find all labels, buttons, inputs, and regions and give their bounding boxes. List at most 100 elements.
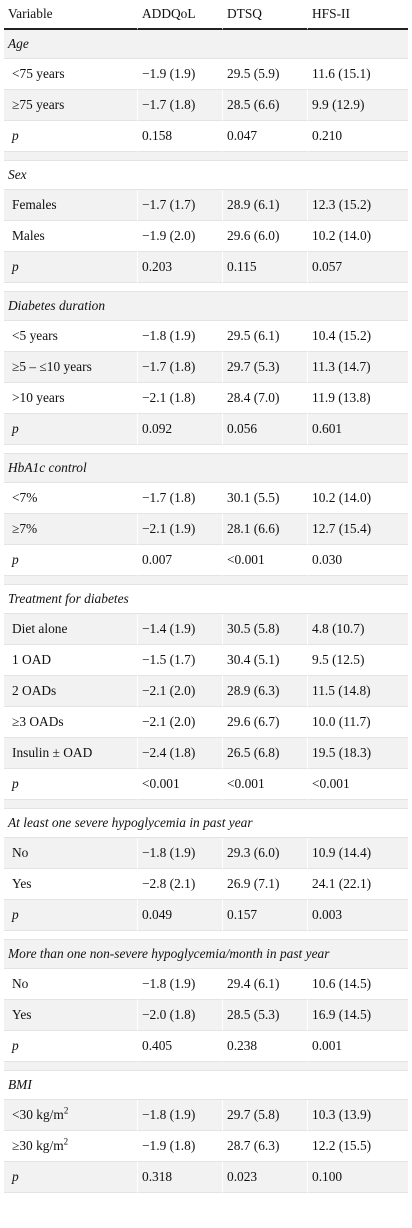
row-label: 1 OAD [4, 645, 137, 676]
dtsq-value: 26.9 (7.1) [222, 869, 307, 900]
row-label-text: 1 OAD [12, 652, 52, 667]
addqol-value: −2.1 (1.9) [137, 514, 222, 545]
group-spacer [4, 1062, 408, 1071]
dtsq-value: <0.001 [222, 769, 307, 800]
row-label: Diet alone [4, 614, 137, 645]
row-label-text: p [12, 259, 19, 274]
addqol-value: −2.1 (2.0) [137, 676, 222, 707]
addqol-value: −2.8 (2.1) [137, 869, 222, 900]
row-label: p [4, 900, 137, 931]
addqol-value: −1.7 (1.8) [137, 90, 222, 121]
addqol-value: −1.8 (1.9) [137, 838, 222, 869]
table-row: p <0.001 <0.001 <0.001 [4, 769, 408, 800]
group-title: BMI [4, 1071, 408, 1100]
row-label-text: <75 years [12, 66, 65, 81]
hfs-value: 10.0 (11.7) [307, 707, 408, 738]
group-title: More than one non-severe hypoglycemia/mo… [4, 940, 408, 969]
hfs-value: 11.5 (14.8) [307, 676, 408, 707]
hfs-value: 9.5 (12.5) [307, 645, 408, 676]
header-addqol: ADDQoL [137, 0, 222, 30]
dtsq-value: 28.7 (6.3) [222, 1131, 307, 1162]
header-variable: Variable [4, 0, 137, 30]
row-label-text: Insulin ± OAD [12, 745, 93, 760]
spacer-cell [4, 283, 408, 292]
row-label-text: p [12, 1038, 19, 1053]
row-label-text: ≥5 – ≤10 years [12, 359, 92, 374]
row-label: Insulin ± OAD [4, 738, 137, 769]
dtsq-value: 29.3 (6.0) [222, 838, 307, 869]
row-label-text: p [12, 907, 19, 922]
group-title: Treatment for diabetes [4, 585, 408, 614]
hfs-value: 11.3 (14.7) [307, 352, 408, 383]
hfs-value: 9.9 (12.9) [307, 90, 408, 121]
table-row: ≥5 – ≤10 years −1.7 (1.8) 29.7 (5.3) 11.3 (… [4, 352, 408, 383]
results-table: Variable ADDQoL DTSQ HFS-II Age <75 years… [4, 0, 408, 1193]
group-header-row: Age [4, 30, 408, 59]
hfs-value: 0.210 [307, 121, 408, 152]
table-row: p 0.092 0.056 0.601 [4, 414, 408, 445]
dtsq-value: 26.5 (6.8) [222, 738, 307, 769]
group-spacer [4, 283, 408, 292]
table-row: p 0.405 0.238 0.001 [4, 1031, 408, 1062]
dtsq-value: 0.115 [222, 252, 307, 283]
row-label-text: ≥30 kg/m [12, 1138, 64, 1153]
row-label-text: p [12, 421, 19, 436]
table-row: p 0.203 0.115 0.057 [4, 252, 408, 283]
hfs-value: 24.1 (22.1) [307, 869, 408, 900]
row-label-text: No [12, 845, 29, 860]
row-label: p [4, 414, 137, 445]
unit-superscript: 2 [63, 1105, 69, 1116]
hfs-value: 11.9 (13.8) [307, 383, 408, 414]
row-label-text: <7% [12, 490, 38, 505]
dtsq-value: 29.5 (6.1) [222, 321, 307, 352]
row-label-text: ≥7% [12, 521, 38, 536]
dtsq-value: 0.023 [222, 1162, 307, 1193]
dtsq-value: 28.5 (5.3) [222, 1000, 307, 1031]
row-label: p [4, 545, 137, 576]
table-body: Age <75 years −1.9 (1.9) 29.5 (5.9) 11.6 (15… [4, 30, 408, 1193]
unit-superscript: 2 [63, 1136, 69, 1147]
table-row: 1 OAD −1.5 (1.7) 30.4 (5.1) 9.5 (12.5) [4, 645, 408, 676]
addqol-value: 0.318 [137, 1162, 222, 1193]
row-label-text: Yes [12, 1007, 32, 1022]
dtsq-value: 30.4 (5.1) [222, 645, 307, 676]
dtsq-value: 28.9 (6.3) [222, 676, 307, 707]
addqol-value: −1.9 (1.9) [137, 59, 222, 90]
spacer-cell [4, 1062, 408, 1071]
row-label: 2 OADs [4, 676, 137, 707]
row-label: <5 years [4, 321, 137, 352]
group-spacer [4, 445, 408, 454]
group-spacer [4, 152, 408, 161]
row-label: p [4, 1162, 137, 1193]
table-row: <5 years −1.8 (1.9) 29.5 (6.1) 10.4 (15.2) [4, 321, 408, 352]
dtsq-value: 29.5 (5.9) [222, 59, 307, 90]
row-label: <75 years [4, 59, 137, 90]
hfs-value: 12.7 (15.4) [307, 514, 408, 545]
table-row: No −1.8 (1.9) 29.4 (6.1) 10.6 (14.5) [4, 969, 408, 1000]
spacer-cell [4, 800, 408, 809]
addqol-value: 0.158 [137, 121, 222, 152]
row-label-text: ≥3 OADs [12, 714, 64, 729]
table-row: >10 years −2.1 (1.8) 28.4 (7.0) 11.9 (13.8) [4, 383, 408, 414]
row-label-text: <30 kg/m [12, 1107, 64, 1122]
table-row: No −1.8 (1.9) 29.3 (6.0) 10.9 (14.4) [4, 838, 408, 869]
row-label: >10 years [4, 383, 137, 414]
dtsq-value: 28.4 (7.0) [222, 383, 307, 414]
header-dtsq: DTSQ [222, 0, 307, 30]
row-label-text: ≥75 years [12, 97, 65, 112]
dtsq-value: 28.1 (6.6) [222, 514, 307, 545]
group-title: HbA1c control [4, 454, 408, 483]
hfs-value: 19.5 (18.3) [307, 738, 408, 769]
table-row: ≥30 kg/m2 −1.9 (1.8) 28.7 (6.3) 12.2 (15.5) [4, 1131, 408, 1162]
spacer-cell [4, 931, 408, 940]
dtsq-value: 28.5 (6.6) [222, 90, 307, 121]
header-hfs: HFS-II [307, 0, 408, 30]
addqol-value: −1.5 (1.7) [137, 645, 222, 676]
addqol-value: −1.8 (1.9) [137, 1100, 222, 1131]
group-header-row: At least one severe hypoglycemia in past… [4, 809, 408, 838]
hfs-value: 12.2 (15.5) [307, 1131, 408, 1162]
addqol-value: −2.0 (1.8) [137, 1000, 222, 1031]
row-label-text: 2 OADs [12, 683, 57, 698]
table-row: Females −1.7 (1.7) 28.9 (6.1) 12.3 (15.2) [4, 190, 408, 221]
row-label: No [4, 969, 137, 1000]
